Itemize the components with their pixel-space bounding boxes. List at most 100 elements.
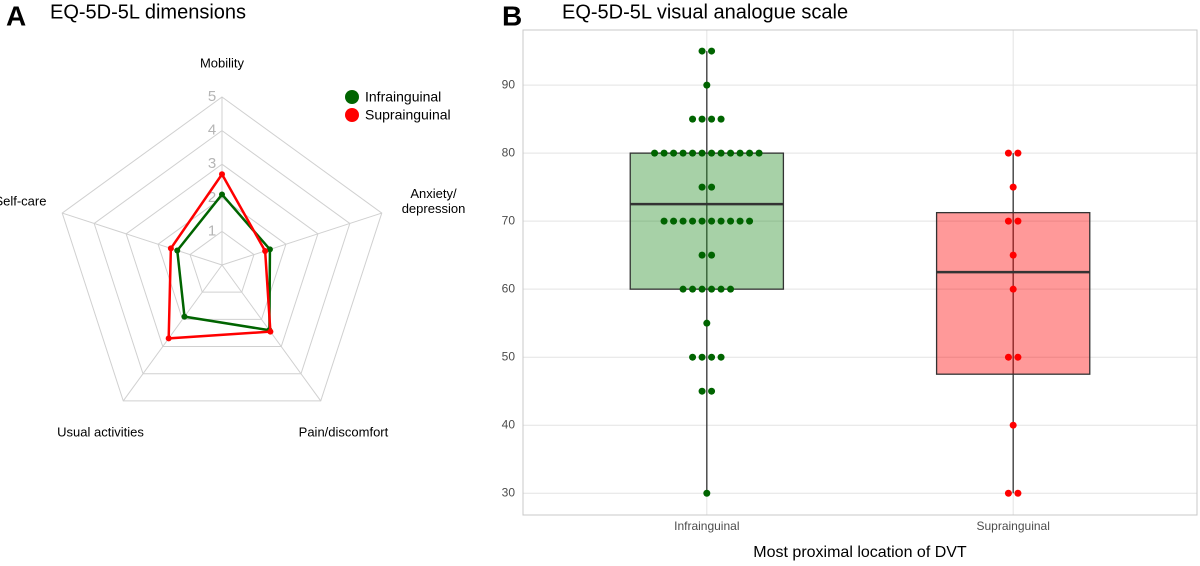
axis-label: Pain/discomfort [298, 424, 389, 440]
point [717, 115, 725, 123]
r-tick-label: 4 [208, 122, 216, 139]
point [717, 285, 725, 293]
point [679, 149, 687, 157]
radar-line [167, 171, 272, 340]
spoke [122, 264, 223, 402]
grid-ring [157, 197, 287, 320]
y-tick-label: 70 [502, 213, 516, 227]
point [717, 353, 725, 361]
y-tick-label: 60 [502, 281, 516, 295]
r-tick-label: 3 [208, 155, 216, 172]
radar-point [174, 247, 181, 254]
point [708, 47, 716, 55]
point [717, 217, 725, 225]
radar-point [165, 335, 172, 342]
point [708, 217, 716, 225]
point [698, 285, 706, 293]
point [679, 285, 687, 293]
grid-ring [93, 129, 351, 375]
panel-label: A [6, 0, 26, 31]
box [935, 211, 1091, 375]
point [708, 115, 716, 123]
point [1004, 149, 1012, 157]
y-tick-label: 50 [502, 349, 516, 363]
point [727, 217, 735, 225]
point [703, 319, 711, 327]
point [703, 489, 711, 497]
x-axis-label: Most proximal location of DVT [753, 544, 967, 561]
radar-point [181, 313, 188, 320]
point [660, 149, 668, 157]
point [708, 183, 716, 191]
panel-label: B [502, 0, 522, 31]
plot-border [522, 29, 1198, 516]
point [708, 149, 716, 157]
x-tick-label: Infrainguinal [674, 519, 739, 533]
point [1009, 421, 1017, 429]
radar-point [219, 171, 225, 178]
point [736, 217, 744, 225]
point [698, 387, 706, 395]
point [698, 115, 706, 123]
point [708, 251, 716, 259]
point [727, 149, 735, 157]
legend-marker [345, 108, 359, 122]
point [746, 217, 754, 225]
point [679, 217, 687, 225]
x-tick-label: Suprainguinal [976, 519, 1049, 533]
point [670, 217, 678, 225]
axis-label: Anxiety/ depression [401, 186, 466, 217]
legend-label: Suprainguinal [365, 107, 451, 123]
radar-point [262, 247, 269, 254]
radar-point [267, 328, 274, 335]
point [698, 47, 706, 55]
point [1004, 353, 1012, 361]
r-tick-label: 2 [208, 189, 216, 206]
radar-point [167, 245, 174, 252]
point [660, 217, 668, 225]
point [727, 285, 735, 293]
legend-marker [345, 90, 359, 104]
y-tick-label: 40 [502, 417, 516, 431]
legend-label: Infrainguinal [365, 89, 441, 105]
point [689, 285, 697, 293]
point [755, 149, 763, 157]
point [1004, 217, 1012, 225]
radar-point [266, 246, 273, 253]
radar-line [175, 192, 272, 332]
chart-title: EQ-5D-5L dimensions [50, 1, 246, 23]
point [689, 217, 697, 225]
point [1009, 183, 1017, 191]
point [1014, 149, 1022, 157]
spoke [221, 212, 382, 266]
point [698, 217, 706, 225]
point [717, 149, 725, 157]
point [708, 387, 716, 395]
point [1014, 217, 1022, 225]
point [698, 149, 706, 157]
point [670, 149, 678, 157]
point [689, 353, 697, 361]
grid-ring [189, 230, 255, 293]
radar-point [219, 191, 225, 198]
chart-title: EQ-5D-5L visual analogue scale [562, 1, 848, 23]
point [698, 353, 706, 361]
spoke [62, 212, 223, 266]
grid-ring [61, 96, 383, 402]
axis-label: Usual activities [57, 424, 144, 440]
grid-ring [125, 163, 319, 348]
axis-label: Mobility [199, 55, 245, 71]
r-tick-label: 5 [208, 88, 216, 105]
r-tick-label: 1 [208, 222, 216, 239]
point [689, 115, 697, 123]
point [708, 285, 716, 293]
point [703, 81, 711, 89]
point [1004, 489, 1012, 497]
point [1009, 285, 1017, 293]
y-tick-label: 30 [502, 485, 516, 499]
point [1014, 353, 1022, 361]
axis-label: Self-care [0, 193, 47, 209]
y-tick-label: 90 [502, 77, 516, 91]
